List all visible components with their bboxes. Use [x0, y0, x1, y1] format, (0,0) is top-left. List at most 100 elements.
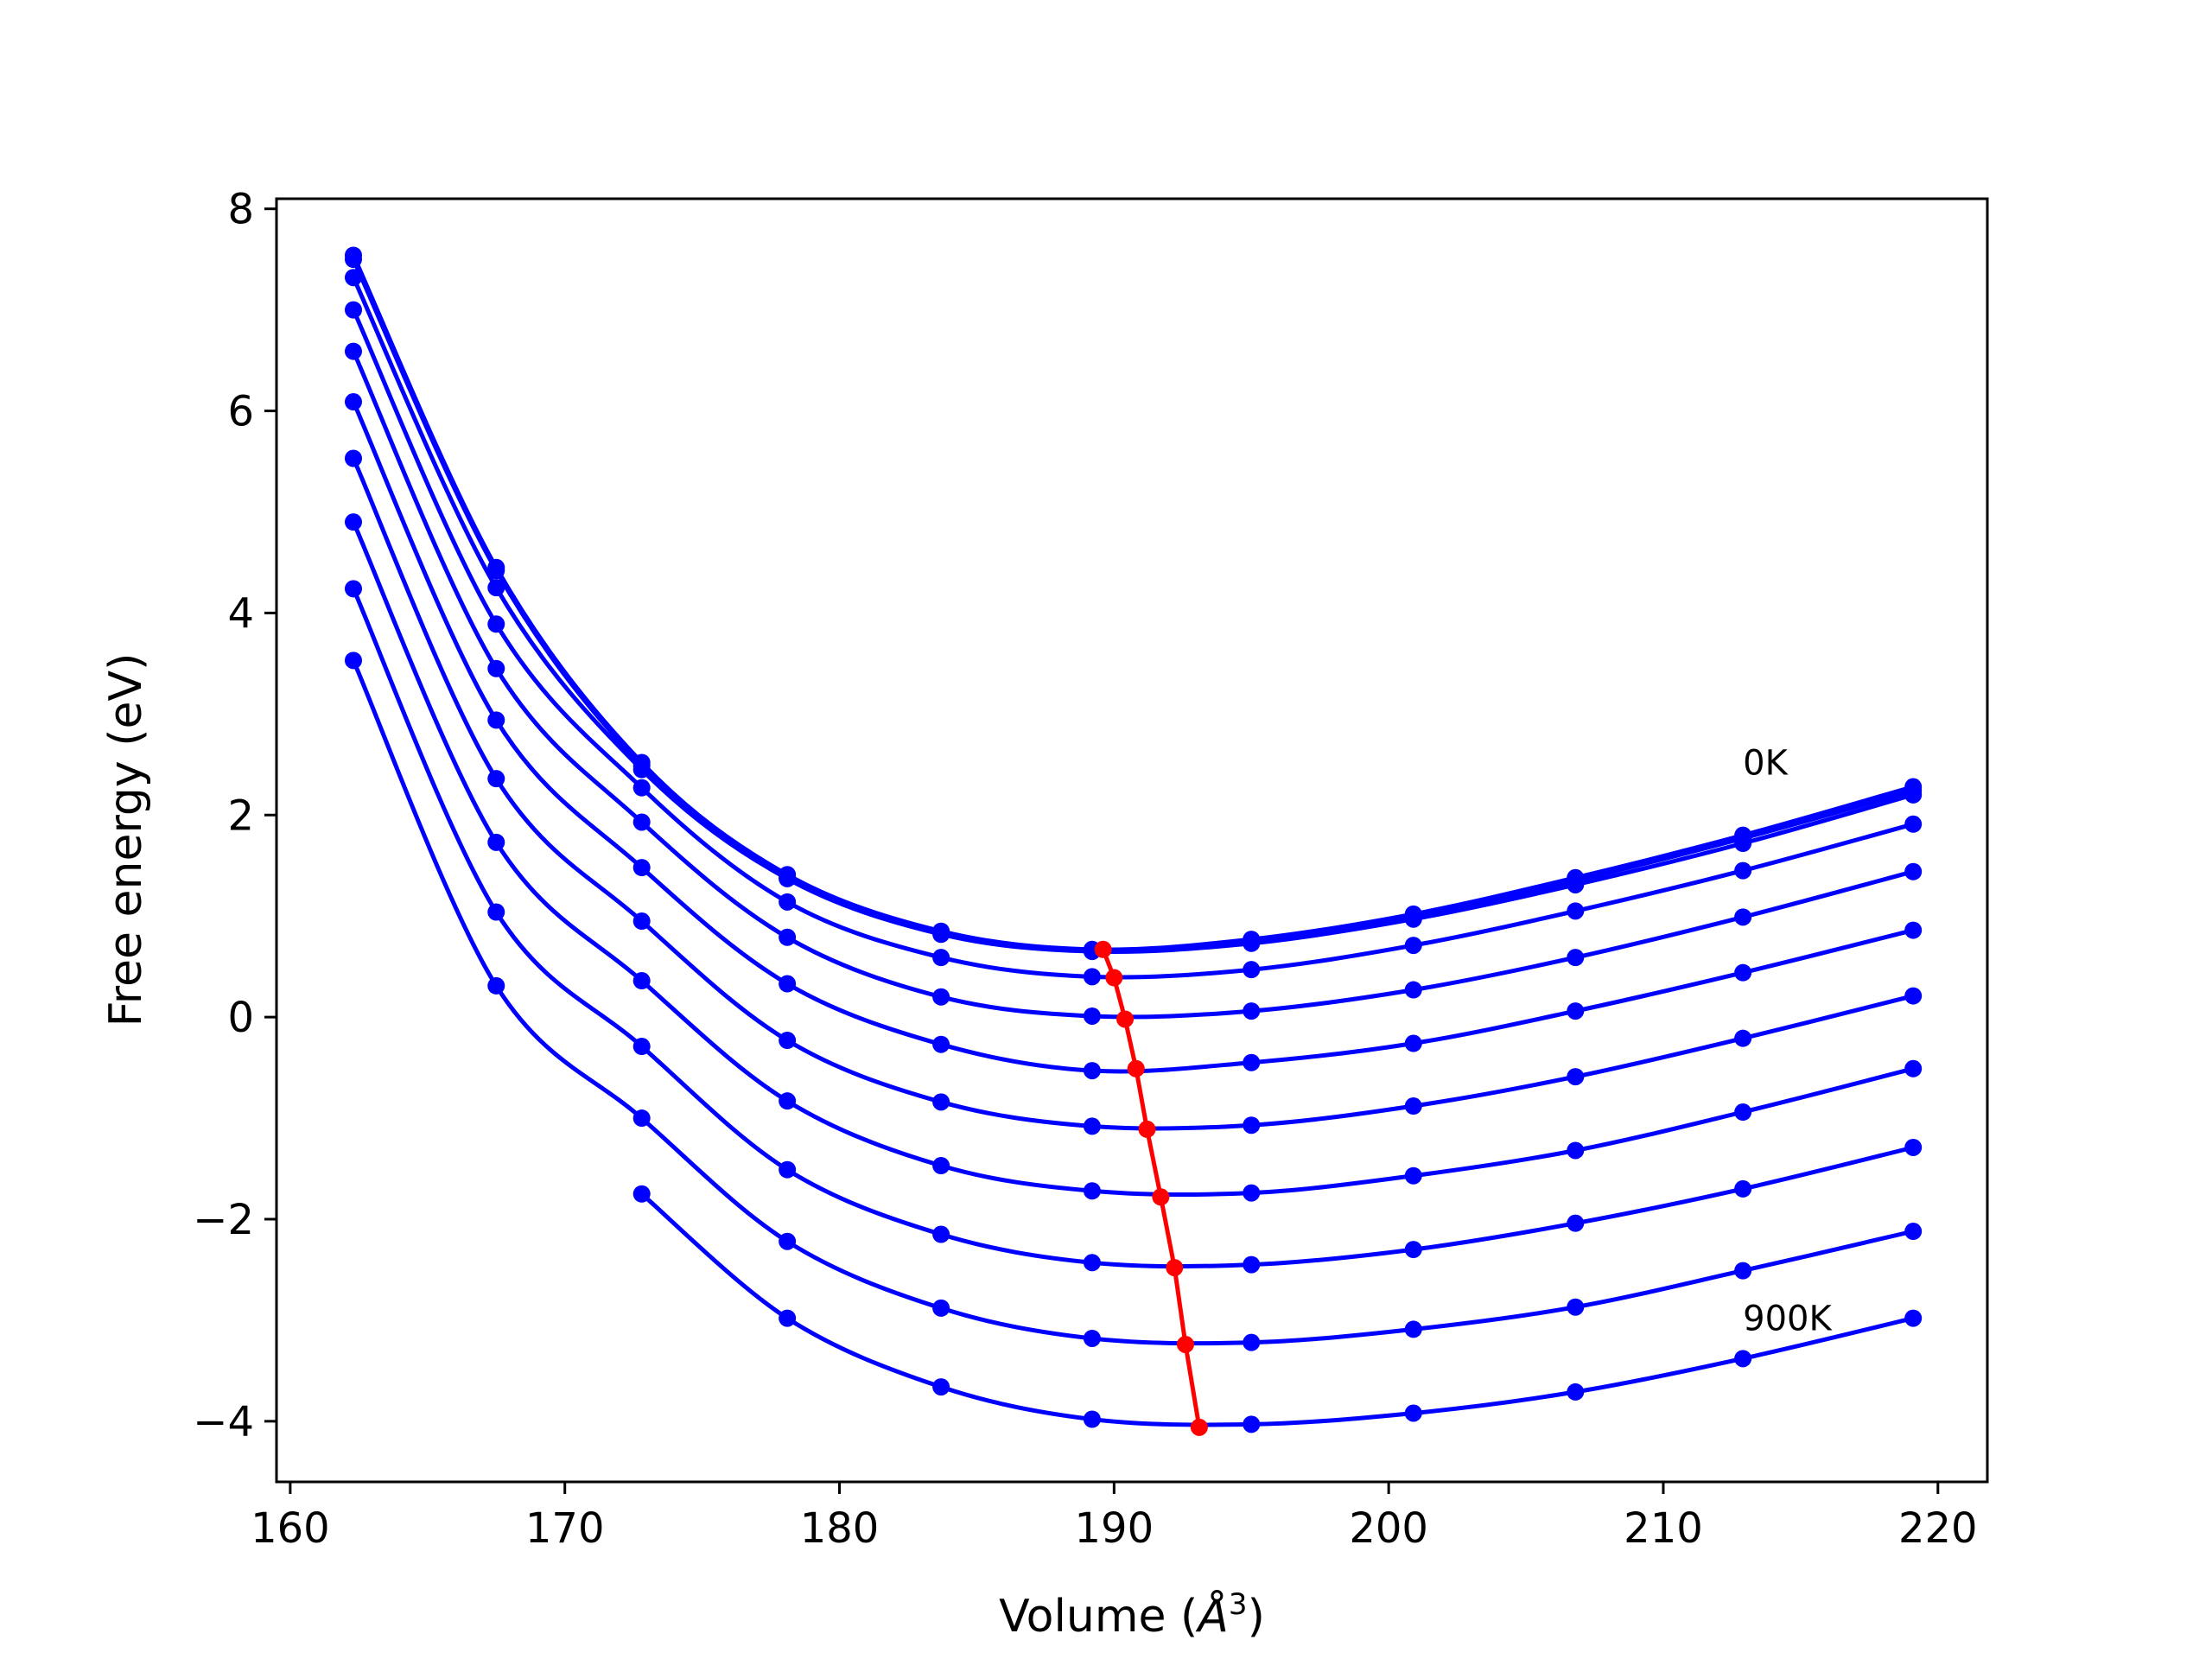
- isotherm-line-5: [351, 400, 1914, 1074]
- data-point-3-5: [1083, 968, 1101, 986]
- curve-annotation: 0K: [1743, 743, 1789, 783]
- data-point-4-10: [1904, 862, 1923, 880]
- minimum-point-0: [1094, 940, 1112, 958]
- data-point-9-1: [487, 976, 505, 995]
- plot-frame: [275, 197, 1989, 1484]
- data-point-4-5: [1083, 1007, 1101, 1025]
- data-point-4-1: [487, 659, 505, 677]
- data-point-5-2: [632, 859, 651, 877]
- data-point-2-0: [344, 269, 362, 287]
- data-point-8-3: [779, 1160, 797, 1179]
- x-tick-label: 210: [1624, 1504, 1703, 1553]
- x-axis-label: Volume (Å3): [999, 1587, 1265, 1643]
- data-point-8-0: [344, 580, 362, 598]
- data-point-8-9: [1734, 1179, 1752, 1198]
- data-point-5-6: [1243, 1053, 1261, 1071]
- data-point-1-0: [344, 251, 362, 269]
- data-point-2-8: [1567, 875, 1585, 893]
- data-point-2-6: [1243, 934, 1261, 952]
- data-point-6-0: [344, 449, 362, 467]
- data-point-9-4: [932, 1299, 950, 1317]
- data-point-3-2: [632, 779, 651, 797]
- data-point-6-3: [779, 1032, 797, 1050]
- data-point-6-10: [1904, 987, 1923, 1005]
- minimum-point-1: [1105, 969, 1123, 987]
- minimum-locus: [1094, 940, 1208, 1436]
- data-point-9-7: [1404, 1320, 1422, 1338]
- data-point-7-2: [632, 972, 651, 990]
- data-point-3-9: [1734, 861, 1752, 880]
- data-point-8-7: [1404, 1241, 1422, 1259]
- data-point-10-1: [779, 1309, 797, 1327]
- data-point-6-8: [1567, 1068, 1585, 1086]
- x-tick-label: 190: [1075, 1504, 1154, 1553]
- data-point-6-6: [1243, 1116, 1261, 1135]
- isotherm-line-6: [351, 457, 1914, 1131]
- data-point-4-2: [632, 813, 651, 831]
- data-point-4-4: [932, 988, 950, 1006]
- minimum-point-4: [1138, 1120, 1156, 1138]
- data-point-3-0: [344, 301, 362, 319]
- data-point-4-7: [1404, 981, 1422, 999]
- data-point-6-2: [632, 912, 651, 931]
- minimum-point-7: [1176, 1335, 1194, 1353]
- data-point-3-4: [932, 949, 950, 967]
- data-point-6-1: [487, 770, 505, 788]
- data-point-7-7: [1404, 1166, 1422, 1185]
- minimum-point-3: [1127, 1059, 1145, 1077]
- data-point-7-6: [1243, 1184, 1261, 1202]
- data-point-4-9: [1734, 908, 1752, 926]
- data-point-4-8: [1567, 949, 1585, 967]
- data-point-2-2: [632, 760, 651, 779]
- data-point-3-6: [1243, 961, 1261, 979]
- y-tick-label: 8: [227, 186, 254, 234]
- data-point-10-2: [932, 1378, 950, 1396]
- data-point-9-6: [1243, 1333, 1261, 1351]
- y-tick-label: 0: [227, 994, 254, 1042]
- data-point-5-7: [1404, 1034, 1422, 1052]
- data-point-6-5: [1083, 1117, 1101, 1135]
- minimum-point-2: [1116, 1010, 1135, 1028]
- x-axis-ticks: 160 170 180 190 200 210 220: [251, 1482, 1978, 1553]
- data-point-7-1: [487, 833, 505, 851]
- x-tick-label: 160: [251, 1504, 330, 1553]
- y-tick-label: 4: [227, 589, 254, 638]
- data-point-8-5: [1083, 1254, 1101, 1272]
- data-point-10-6: [1567, 1382, 1585, 1401]
- y-tick-label: −4: [193, 1398, 254, 1446]
- data-point-5-10: [1904, 921, 1923, 939]
- data-point-5-8: [1567, 1002, 1585, 1020]
- minimum-point-8: [1190, 1418, 1208, 1436]
- data-point-7-9: [1734, 1103, 1752, 1122]
- minimum-point-5: [1152, 1188, 1170, 1206]
- isotherm-line-7: [351, 521, 1914, 1198]
- data-point-9-0: [344, 652, 362, 670]
- data-points: [344, 246, 1923, 1433]
- annotations: 0K 900K: [1743, 743, 1833, 1338]
- curve-annotation: 900K: [1743, 1300, 1833, 1339]
- data-point-6-4: [932, 1093, 950, 1111]
- data-point-5-0: [344, 393, 362, 411]
- data-point-6-7: [1404, 1097, 1422, 1116]
- isotherm-line-3: [351, 308, 1914, 980]
- data-point-10-7: [1734, 1350, 1752, 1368]
- data-point-8-8: [1567, 1214, 1585, 1232]
- data-point-10-8: [1904, 1309, 1923, 1327]
- data-point-7-0: [344, 513, 362, 531]
- data-point-2-7: [1404, 910, 1422, 928]
- data-point-5-4: [932, 1035, 950, 1053]
- data-point-8-1: [487, 903, 505, 921]
- data-point-1-1: [487, 562, 505, 580]
- data-point-10-3: [1083, 1410, 1101, 1428]
- data-point-4-6: [1243, 1002, 1261, 1020]
- isotherm-line-2: [351, 276, 1914, 954]
- data-point-8-6: [1243, 1255, 1261, 1274]
- data-point-9-9: [1734, 1262, 1752, 1280]
- y-axis-label: Free energy (eV): [100, 653, 152, 1027]
- data-point-10-4: [1243, 1415, 1261, 1433]
- data-point-9-3: [779, 1232, 797, 1250]
- isotherm-line-8: [351, 588, 1914, 1269]
- y-tick-label: 2: [227, 791, 254, 840]
- data-point-5-1: [487, 711, 505, 729]
